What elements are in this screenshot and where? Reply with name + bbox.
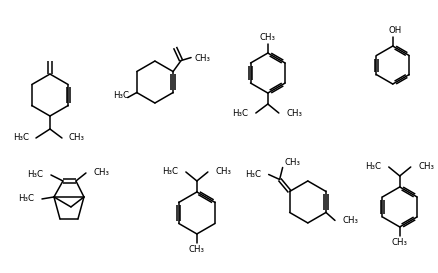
Text: CH₃: CH₃ xyxy=(189,245,205,254)
Text: H₃C: H₃C xyxy=(162,167,178,176)
Text: CH₃: CH₃ xyxy=(216,167,232,176)
Text: H₃C: H₃C xyxy=(18,194,34,203)
Text: CH₃: CH₃ xyxy=(69,133,85,143)
Text: OH: OH xyxy=(388,26,401,35)
Text: H₃C: H₃C xyxy=(232,108,248,117)
Text: CH₃: CH₃ xyxy=(285,158,300,167)
Text: CH₃: CH₃ xyxy=(287,108,303,117)
Text: CH₃: CH₃ xyxy=(419,162,435,171)
Text: H₃C: H₃C xyxy=(13,133,29,143)
Text: CH₃: CH₃ xyxy=(392,238,408,247)
Text: H₃C: H₃C xyxy=(113,91,129,100)
Text: H₃C: H₃C xyxy=(245,170,261,179)
Text: CH₃: CH₃ xyxy=(94,168,110,177)
Text: CH₃: CH₃ xyxy=(194,54,210,63)
Text: CH₃: CH₃ xyxy=(260,32,276,41)
Text: H₃C: H₃C xyxy=(365,162,381,171)
Text: CH₃: CH₃ xyxy=(343,216,359,225)
Text: H₃C: H₃C xyxy=(27,170,43,179)
